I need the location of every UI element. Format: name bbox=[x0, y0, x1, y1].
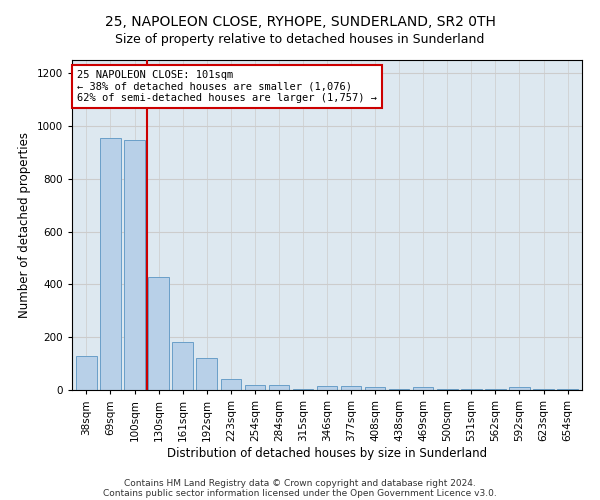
Bar bbox=[196, 358, 217, 390]
Bar bbox=[148, 277, 169, 390]
Bar bbox=[124, 140, 145, 390]
Bar bbox=[365, 388, 385, 390]
Text: 25 NAPOLEON CLOSE: 101sqm
← 38% of detached houses are smaller (1,076)
62% of se: 25 NAPOLEON CLOSE: 101sqm ← 38% of detac… bbox=[77, 70, 377, 103]
Text: 25, NAPOLEON CLOSE, RYHOPE, SUNDERLAND, SR2 0TH: 25, NAPOLEON CLOSE, RYHOPE, SUNDERLAND, … bbox=[104, 15, 496, 29]
Bar bbox=[76, 356, 97, 390]
X-axis label: Distribution of detached houses by size in Sunderland: Distribution of detached houses by size … bbox=[167, 446, 487, 460]
Y-axis label: Number of detached properties: Number of detached properties bbox=[18, 132, 31, 318]
Bar bbox=[245, 384, 265, 390]
Bar bbox=[172, 342, 193, 390]
Bar bbox=[100, 138, 121, 390]
Bar bbox=[341, 386, 361, 390]
Bar bbox=[413, 388, 433, 390]
Bar bbox=[509, 388, 530, 390]
Text: Contains public sector information licensed under the Open Government Licence v3: Contains public sector information licen… bbox=[103, 488, 497, 498]
Text: Contains HM Land Registry data © Crown copyright and database right 2024.: Contains HM Land Registry data © Crown c… bbox=[124, 478, 476, 488]
Text: Size of property relative to detached houses in Sunderland: Size of property relative to detached ho… bbox=[115, 32, 485, 46]
Bar bbox=[293, 389, 313, 390]
Bar bbox=[221, 378, 241, 390]
Bar bbox=[269, 384, 289, 390]
Bar bbox=[317, 386, 337, 390]
